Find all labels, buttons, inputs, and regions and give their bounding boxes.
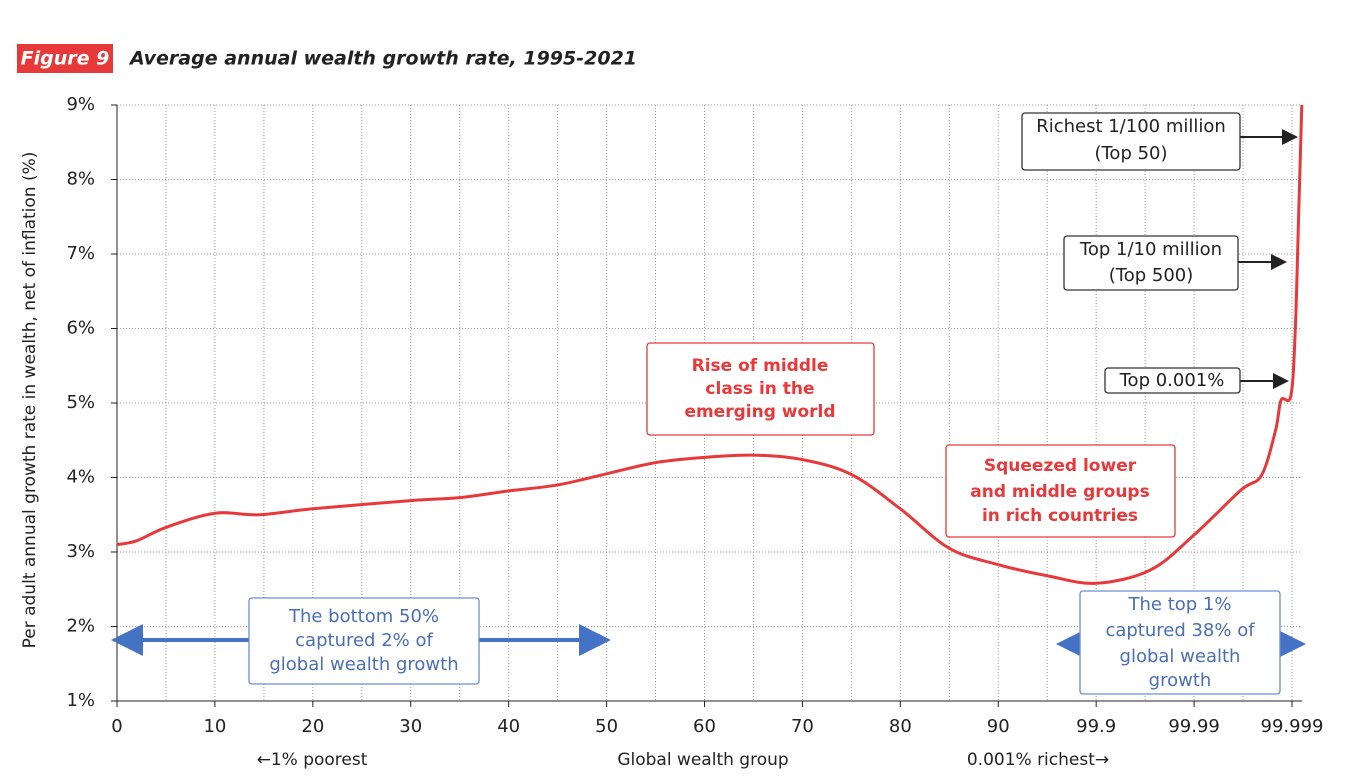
x-tick-label: 70 xyxy=(791,716,814,737)
annotation-text: Top 0.001% xyxy=(1119,370,1225,391)
annotation-box xyxy=(1104,367,1241,394)
annotation-text: captured 2% of xyxy=(295,630,433,651)
annotation-box xyxy=(248,597,480,685)
x-tick-label: 99.99 xyxy=(1168,716,1220,737)
annotation-text: The bottom 50% xyxy=(288,606,439,627)
x-tick-label: 80 xyxy=(889,716,912,737)
x-tick-label: 50 xyxy=(595,716,618,737)
x-tick-label: 30 xyxy=(399,716,422,737)
annotation-text: (Top 50) xyxy=(1094,143,1167,164)
y-tick-label: 4% xyxy=(66,467,95,488)
annotation-text: Rise of middle xyxy=(692,356,829,376)
x-tick-label: 20 xyxy=(301,716,324,737)
annotation-text: global wealth growth xyxy=(269,654,458,675)
annotation-text: captured 38% of xyxy=(1105,620,1255,641)
y-axis-label: Per adult annual growth rate in wealth, … xyxy=(20,152,40,649)
x-tick-label: 60 xyxy=(693,716,716,737)
chart-title: Average annual wealth growth rate, 1995-… xyxy=(128,48,637,70)
annotation-text: Richest 1/100 million xyxy=(1036,116,1226,137)
figure-tag xyxy=(17,44,113,73)
annotation-box xyxy=(1063,235,1239,291)
figure-label: Figure 9 xyxy=(21,48,110,70)
annotation-text: The top 1% xyxy=(1128,594,1232,615)
y-tick-label: 3% xyxy=(66,541,95,562)
y-tick-label: 8% xyxy=(66,169,95,190)
annotation-text: class in the xyxy=(705,379,814,399)
annotation-text: growth xyxy=(1149,670,1212,691)
annotation-text: in rich countries xyxy=(982,506,1138,526)
x-axis-label: Global wealth group xyxy=(617,750,788,770)
y-tick-label: 1% xyxy=(66,690,95,711)
annotation-box xyxy=(1079,590,1281,695)
x-label-right: 0.001% richest→ xyxy=(967,750,1109,770)
y-tick-label: 6% xyxy=(66,318,95,339)
annotation-text: Squeezed lower xyxy=(984,456,1137,476)
annotation-box xyxy=(1021,112,1241,171)
y-tick-label: 7% xyxy=(66,243,95,264)
x-label-left: ←1% poorest xyxy=(257,750,368,770)
annotation-box xyxy=(945,444,1176,538)
annotation-text: and middle groups xyxy=(970,482,1149,502)
y-tick-label: 5% xyxy=(66,392,95,413)
x-tick-label: 10 xyxy=(203,716,226,737)
annotation-text: global wealth xyxy=(1120,646,1241,667)
y-tick-label: 9% xyxy=(66,94,95,115)
x-tick-label: 0 xyxy=(111,716,122,737)
y-tick-label: 2% xyxy=(66,616,95,637)
annotation-text: Top 1/10 million xyxy=(1079,239,1222,260)
annotation-text: emerging world xyxy=(684,402,835,422)
annotation-text: (Top 500) xyxy=(1109,265,1194,286)
x-tick-label: 40 xyxy=(497,716,520,737)
x-tick-label: 90 xyxy=(987,716,1010,737)
annotation-box xyxy=(646,342,875,436)
x-tick-label: 99.999 xyxy=(1261,716,1324,737)
x-tick-label: 99.9 xyxy=(1076,716,1116,737)
data-line xyxy=(116,104,1304,585)
